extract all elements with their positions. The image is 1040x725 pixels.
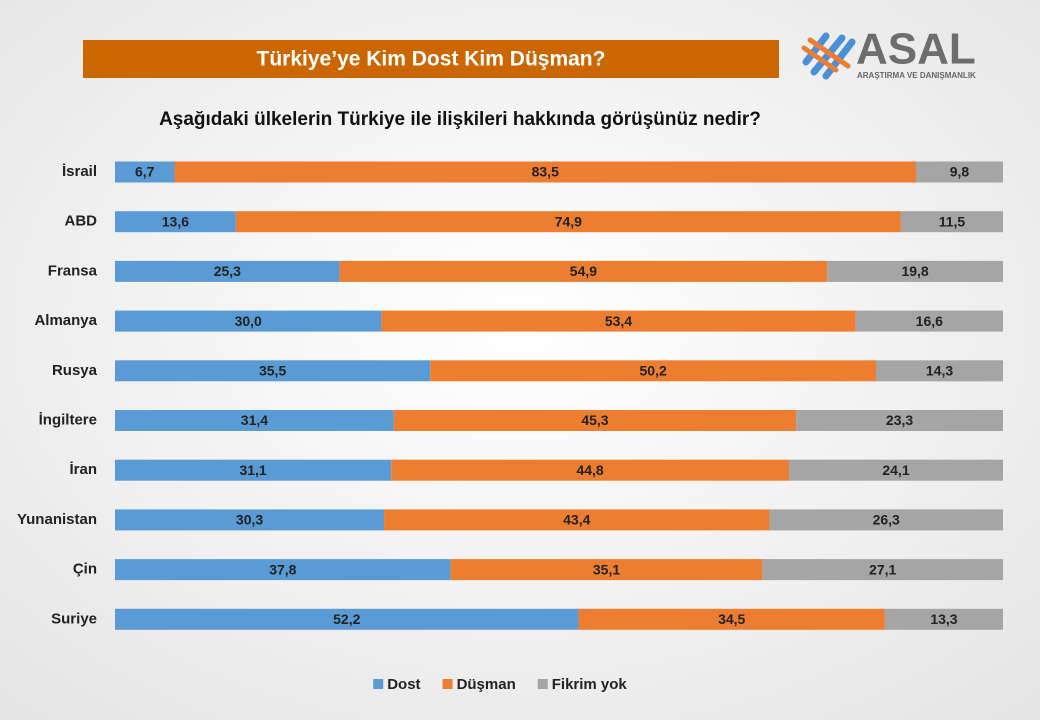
data-label: 52,2 bbox=[333, 611, 360, 627]
logo: ASAL ARAŞTIRMA VE DANIŞMANLIK bbox=[801, 25, 976, 80]
category-label: Almanya bbox=[34, 312, 97, 329]
data-label: 25,3 bbox=[214, 263, 241, 279]
legend-label: Dost bbox=[387, 676, 420, 693]
category-label: İsrail bbox=[62, 163, 97, 180]
category-label: Suriye bbox=[51, 610, 97, 627]
data-label: 35,5 bbox=[259, 363, 286, 379]
bar-segment bbox=[115, 260, 340, 282]
bar-segment bbox=[174, 161, 916, 183]
data-label: 37,8 bbox=[269, 561, 296, 577]
bar-segment bbox=[915, 161, 1003, 183]
bar-segment bbox=[384, 509, 770, 531]
category-label: Fransa bbox=[48, 262, 98, 279]
data-label: 6,7 bbox=[135, 164, 155, 180]
data-label: 54,9 bbox=[570, 263, 597, 279]
bar-segment bbox=[115, 410, 394, 431]
bar-segment bbox=[115, 211, 236, 233]
category-label: Çin bbox=[73, 561, 97, 578]
bar-segment bbox=[391, 459, 789, 481]
data-label: 16,6 bbox=[916, 313, 943, 329]
legend-swatch bbox=[373, 679, 384, 689]
category-label: İngiltere bbox=[39, 411, 97, 428]
data-label: 30,3 bbox=[236, 512, 263, 528]
category-label: ABD bbox=[65, 213, 98, 230]
logo-name: ASAL bbox=[856, 25, 976, 74]
chart-title: Türkiye’ye Kim Dost Kim Düşman? bbox=[257, 48, 606, 71]
data-label: 14,3 bbox=[926, 363, 953, 379]
bar-segment bbox=[115, 161, 175, 183]
bar-segment bbox=[827, 260, 1003, 282]
bar-segment bbox=[876, 360, 1003, 382]
bar-segment bbox=[430, 360, 877, 382]
data-label: 31,4 bbox=[241, 412, 268, 428]
data-label: 34,5 bbox=[718, 611, 745, 627]
bar-segment bbox=[115, 360, 431, 382]
bar-segment bbox=[381, 310, 856, 332]
data-label: 19,8 bbox=[901, 263, 928, 279]
data-label: 45,3 bbox=[581, 412, 608, 428]
bar-segment bbox=[855, 310, 1003, 332]
chart-subtitle: Aşağıdaki ülkelerin Türkiye ile ilişkile… bbox=[159, 109, 761, 130]
logo-tagline: ARAŞTIRMA VE DANIŞMANLIK bbox=[857, 71, 976, 80]
data-label: 83,5 bbox=[532, 164, 559, 180]
legend-swatch bbox=[442, 679, 453, 689]
bar-segment bbox=[796, 410, 1003, 431]
data-label: 35,1 bbox=[593, 561, 620, 577]
data-label: 44,8 bbox=[576, 462, 603, 478]
bar-segment bbox=[762, 559, 1003, 581]
legend-label: Fikrim yok bbox=[552, 676, 628, 693]
data-label: 50,2 bbox=[640, 363, 667, 379]
data-label: 13,3 bbox=[930, 611, 957, 627]
legend-swatch bbox=[537, 679, 548, 689]
data-label: 53,4 bbox=[605, 313, 632, 329]
logo-icon bbox=[801, 37, 851, 73]
bar-segment bbox=[788, 459, 1003, 481]
category-label: Rusya bbox=[52, 362, 98, 379]
data-label: 43,4 bbox=[563, 512, 590, 528]
bar-segment bbox=[115, 459, 392, 481]
bar-segment bbox=[115, 509, 385, 531]
category-label: İran bbox=[69, 461, 97, 478]
data-label: 24,1 bbox=[882, 462, 909, 478]
data-label: 31,1 bbox=[239, 462, 266, 478]
data-label: 9,8 bbox=[950, 164, 970, 180]
bar-segment bbox=[115, 608, 579, 630]
bar-segment bbox=[900, 211, 1003, 233]
legend-label: Düşman bbox=[457, 676, 516, 693]
data-label: 74,9 bbox=[555, 213, 582, 229]
title-banner bbox=[83, 40, 779, 78]
bar-segment bbox=[235, 211, 901, 233]
bar-segment bbox=[450, 559, 763, 581]
bar-segment bbox=[393, 410, 797, 431]
bar-segment bbox=[115, 310, 382, 332]
bar-segment bbox=[578, 608, 885, 630]
bar-segment bbox=[339, 260, 828, 282]
category-label: Yunanistan bbox=[17, 511, 97, 528]
data-label: 30,0 bbox=[235, 313, 262, 329]
bar-segment bbox=[769, 509, 1003, 531]
data-label: 27,1 bbox=[869, 561, 896, 577]
bar-segment bbox=[115, 559, 451, 581]
data-label: 23,3 bbox=[886, 412, 913, 428]
data-label: 11,5 bbox=[939, 213, 966, 229]
data-label: 26,3 bbox=[873, 512, 900, 528]
bar-segment bbox=[884, 608, 1003, 630]
data-label: 13,6 bbox=[162, 213, 189, 229]
